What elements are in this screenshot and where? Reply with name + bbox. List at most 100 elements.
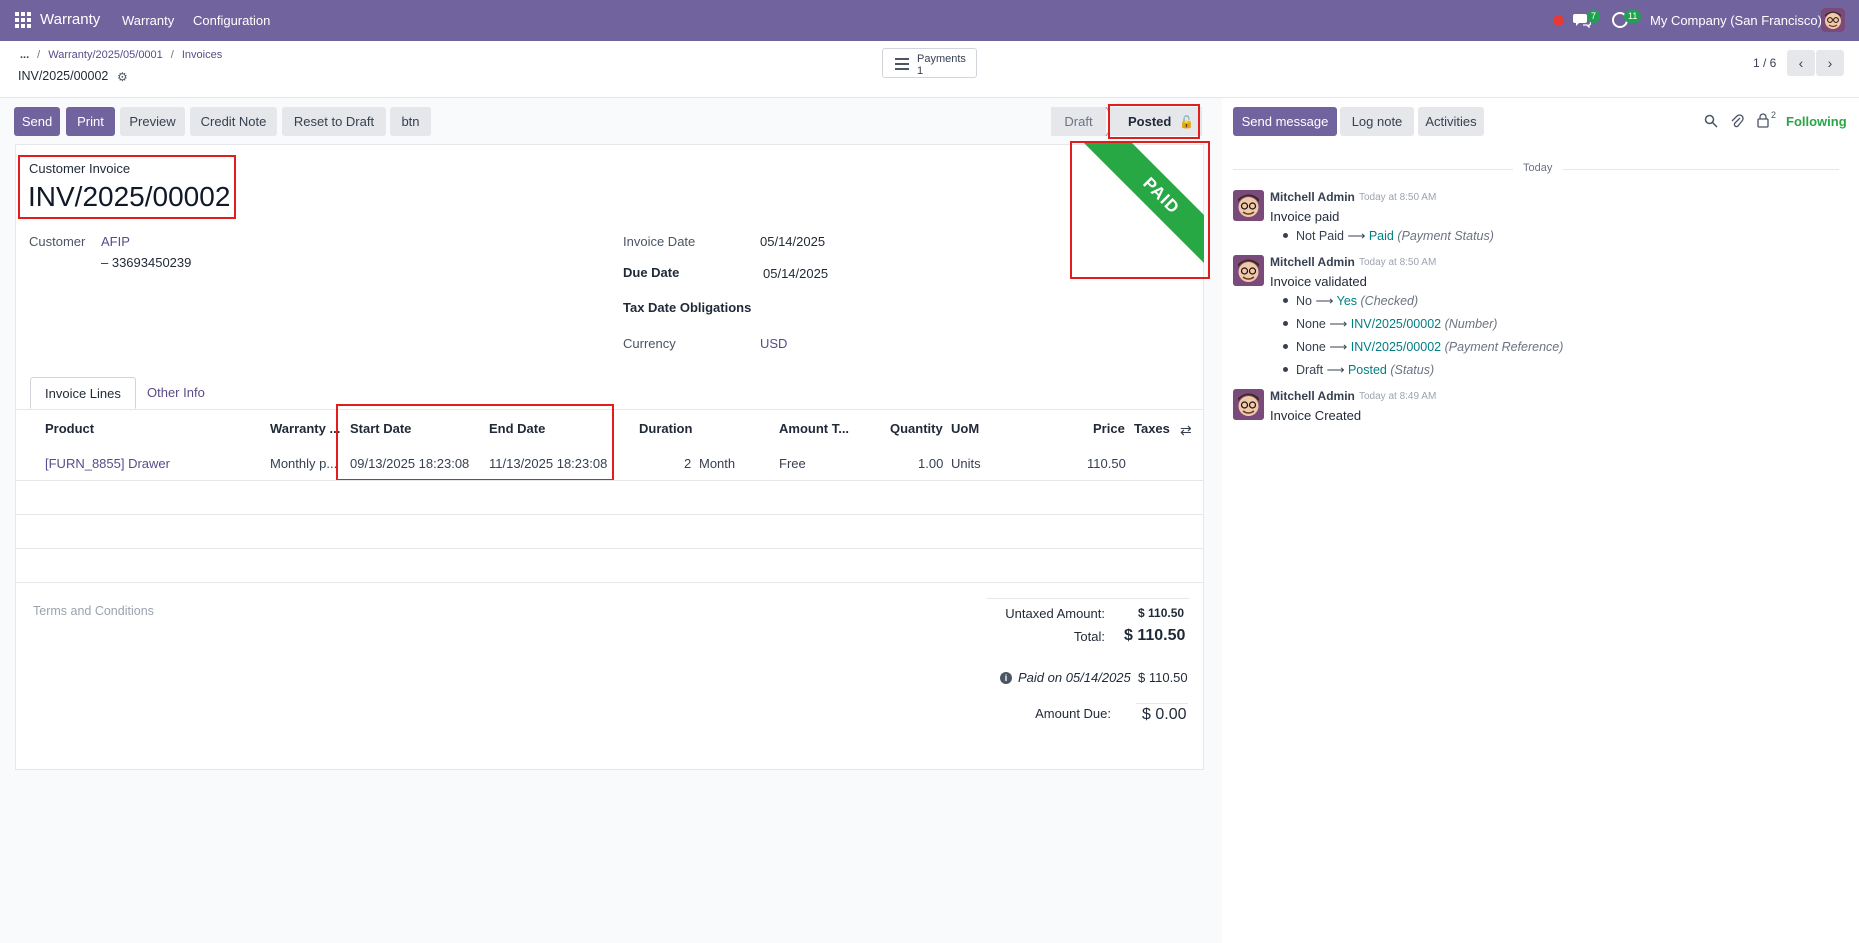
avatar[interactable]	[1233, 190, 1264, 221]
chevron-right-icon: ›	[1827, 55, 1833, 71]
tracking-bullet	[1283, 367, 1288, 372]
activity-count-badge: 11	[1624, 10, 1642, 23]
line-duration-unit[interactable]: Month	[699, 456, 736, 471]
send-button[interactable]: Send	[14, 107, 60, 136]
line-quantity[interactable]: 1.00	[918, 456, 944, 471]
line-amount-type[interactable]: Free	[779, 456, 806, 471]
message-author[interactable]: Mitchell Admin	[1270, 389, 1355, 403]
paperclip-icon[interactable]	[1730, 113, 1744, 129]
user-avatar[interactable]	[1821, 8, 1845, 32]
today-separator: Today	[1523, 162, 1553, 174]
tracking-bullet	[1283, 298, 1288, 303]
payments-smart-button[interactable]: Payments 1	[882, 48, 977, 78]
tracking-bullet	[1283, 233, 1288, 238]
breadcrumb-more[interactable]: ...	[20, 49, 30, 61]
status-posted[interactable]: Posted 🔓	[1110, 107, 1202, 136]
menu-warranty[interactable]: Warranty	[122, 13, 175, 28]
following-button[interactable]: Following	[1786, 114, 1847, 129]
log-note-button[interactable]: Log note	[1340, 107, 1414, 136]
today-line-right	[1563, 169, 1839, 170]
control-panel-divider	[0, 97, 1859, 98]
highlight-dates	[336, 404, 614, 481]
highlight-ribbon	[1070, 141, 1210, 279]
company-switcher[interactable]: My Company (San Francisco)	[1650, 13, 1822, 28]
list-icon	[895, 58, 909, 73]
credit-note-button[interactable]: Credit Note	[190, 107, 277, 136]
terms-field[interactable]: Terms and Conditions	[33, 604, 154, 618]
send-message-button[interactable]: Send message	[1233, 107, 1337, 136]
col-warranty[interactable]: Warranty ...	[270, 421, 341, 436]
chevron-left-icon: ‹	[1798, 55, 1804, 71]
line-duration[interactable]: 2	[684, 456, 692, 471]
breadcrumb: ... / Warranty/2025/05/0001 / Invoices	[20, 49, 223, 61]
due-line	[1136, 703, 1188, 704]
tracking-line: Not Paid ⟶ Paid (Payment Status)	[1296, 229, 1494, 243]
currency-label: Currency	[623, 336, 676, 351]
breadcrumb-warranty[interactable]: Warranty/2025/05/0001	[48, 49, 163, 61]
status-posted-label: Posted	[1128, 114, 1172, 129]
search-icon[interactable]	[1704, 114, 1718, 128]
col-quantity[interactable]: Quantity	[890, 421, 943, 436]
btn-button[interactable]: btn	[390, 107, 431, 136]
due-date-label: Due Date	[623, 265, 680, 280]
currency-field[interactable]: USD	[760, 336, 788, 351]
col-start-date[interactable]: Start Date	[350, 421, 412, 436]
avatar[interactable]	[1233, 389, 1264, 420]
message-body: Invoice Created	[1270, 408, 1362, 423]
reset-to-draft-button[interactable]: Reset to Draft	[282, 107, 386, 136]
line-start-date[interactable]: 09/13/2025 18:23:08	[350, 456, 470, 471]
line-price[interactable]: 110.50	[1087, 456, 1126, 471]
record-title: INV/2025/00002	[18, 69, 109, 83]
today-line-left	[1233, 169, 1513, 170]
recording-indicator-icon[interactable]	[1553, 15, 1564, 26]
apps-menu-icon[interactable]	[15, 12, 31, 28]
col-price[interactable]: Price	[1093, 421, 1125, 436]
row-divider-2	[15, 514, 1204, 515]
app-name[interactable]: Warranty	[40, 11, 101, 28]
line-product[interactable]: [FURN_8855] Drawer	[45, 456, 170, 471]
paid-amount: $ 110.50	[1138, 670, 1188, 685]
info-icon[interactable]: i	[1000, 672, 1012, 684]
col-end-date[interactable]: End Date	[489, 421, 546, 436]
pager-next-button[interactable]: ›	[1816, 50, 1844, 76]
message-time: Today at 8:50 AM	[1359, 257, 1437, 268]
customer-link[interactable]: AFIP	[101, 234, 130, 249]
pager-previous-button[interactable]: ‹	[1787, 50, 1815, 76]
tracking-line: None ⟶ INV/2025/00002 (Payment Reference…	[1296, 340, 1564, 354]
message-body: Invoice paid	[1270, 209, 1340, 224]
col-amount-type[interactable]: Amount T...	[779, 421, 850, 436]
message-author[interactable]: Mitchell Admin	[1270, 255, 1355, 269]
line-uom[interactable]: Units	[951, 456, 981, 471]
gear-icon[interactable]: ⚙	[117, 70, 128, 84]
highlight-invoice-number	[18, 155, 236, 219]
line-end-date[interactable]: 11/13/2025 18:23:08	[489, 456, 608, 471]
col-product[interactable]: Product	[45, 421, 95, 436]
tracking-line: Draft ⟶ Posted (Status)	[1296, 363, 1435, 377]
breadcrumb-invoices[interactable]: Invoices	[181, 49, 223, 61]
menu-configuration[interactable]: Configuration	[193, 13, 271, 28]
tab-other-info[interactable]: Other Info	[147, 385, 205, 400]
message-author[interactable]: Mitchell Admin	[1270, 190, 1355, 204]
totals-top-line	[987, 598, 1189, 599]
followers-lock-icon[interactable]	[1757, 113, 1769, 128]
print-button[interactable]: Print	[66, 107, 115, 136]
invoice-type-label: Customer Invoice	[29, 161, 131, 176]
top-navbar: Warranty Warranty Configuration 7 11 My …	[0, 0, 1859, 41]
pager-value[interactable]: 1 / 6	[1753, 56, 1777, 70]
activities-button[interactable]: Activities	[1418, 107, 1484, 136]
col-taxes[interactable]: Taxes	[1134, 421, 1170, 436]
tracking-bullet	[1283, 321, 1288, 326]
col-uom[interactable]: UoM	[951, 421, 980, 436]
preview-button[interactable]: Preview	[120, 107, 185, 136]
status-draft[interactable]: Draft	[1051, 107, 1106, 136]
avatar[interactable]	[1233, 255, 1264, 286]
col-duration[interactable]: Duration	[639, 421, 693, 436]
amount-due: $ 0.00	[1142, 706, 1187, 723]
due-date-field[interactable]: 05/14/2025	[763, 266, 829, 281]
line-warranty[interactable]: Monthly p...	[270, 456, 338, 471]
optional-columns-icon[interactable]: ⇄	[1180, 422, 1192, 438]
row-divider-4	[15, 582, 1204, 583]
customer-vat: – 33693450239	[101, 255, 192, 270]
tab-invoice-lines[interactable]: Invoice Lines	[30, 377, 136, 409]
invoice-date-field[interactable]: 05/14/2025	[760, 234, 826, 249]
